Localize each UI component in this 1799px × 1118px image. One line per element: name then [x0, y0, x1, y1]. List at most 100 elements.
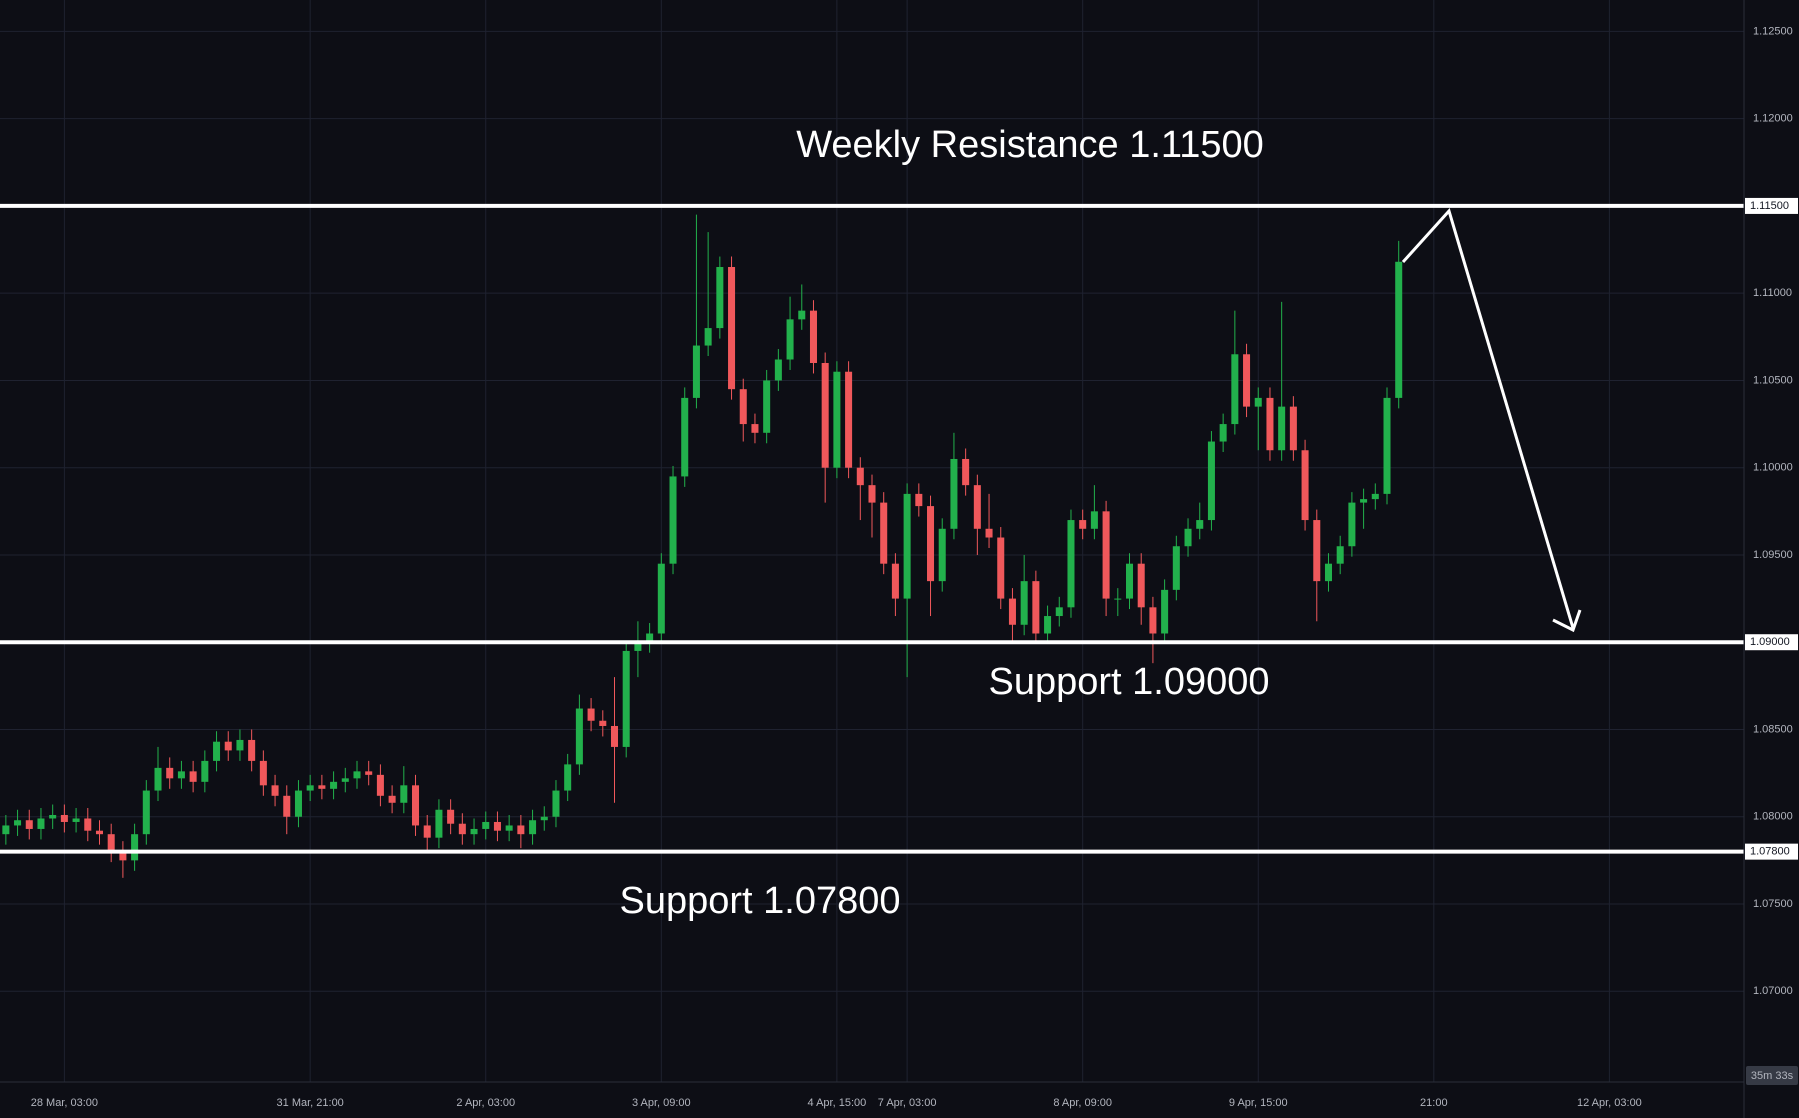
candle-body: [283, 795, 291, 817]
arrow-head: [1552, 609, 1582, 633]
level-price-label: 1.07800: [1750, 846, 1790, 858]
candle-body: [798, 310, 806, 320]
candle-body: [14, 820, 22, 826]
candle-body: [1114, 598, 1122, 600]
candle-body: [1231, 354, 1239, 425]
candle-body: [107, 834, 115, 852]
candle-body: [1219, 424, 1227, 442]
candle-body: [166, 767, 174, 779]
y-tick-label: 1.07000: [1753, 985, 1793, 997]
candle-body: [60, 814, 68, 822]
candle-body: [517, 825, 525, 835]
candle-body: [1067, 520, 1075, 608]
candle-body: [142, 790, 150, 835]
candle-body: [177, 771, 185, 779]
y-tick-label: 1.10500: [1753, 374, 1793, 386]
candle-body: [505, 825, 513, 831]
candle-body: [236, 739, 244, 751]
candle-body: [786, 319, 794, 360]
y-tick-label: 1.08000: [1753, 811, 1793, 823]
candle-body: [271, 785, 279, 796]
candle-body: [1008, 598, 1016, 625]
candle-body: [365, 771, 373, 775]
candle-body: [938, 528, 946, 582]
resistance-annotation: Weekly Resistance 1.11500: [796, 124, 1264, 166]
level-price-box: [1745, 843, 1798, 860]
candle-body: [224, 741, 232, 751]
candle-body: [1149, 607, 1157, 634]
candle-body: [1243, 354, 1251, 407]
candle-body: [903, 493, 911, 599]
candle-body: [985, 528, 993, 538]
grid: [0, 0, 1744, 1082]
x-tick-label: 21:00: [1420, 1097, 1448, 1109]
candle-body: [435, 809, 443, 838]
candle-body: [564, 764, 572, 791]
candle-body: [423, 825, 431, 838]
candle-body: [891, 563, 899, 599]
candle-body: [72, 818, 80, 822]
candle-body: [1137, 563, 1145, 608]
candle-body: [997, 537, 1005, 599]
candle-body: [739, 389, 747, 425]
support-annotation: Support 1.07800: [619, 880, 900, 922]
candle-body: [610, 725, 619, 747]
candle-body: [1324, 563, 1332, 582]
candle-body: [856, 467, 864, 486]
candle-body: [412, 785, 420, 826]
candle-body: [1336, 546, 1344, 564]
candle-body: [259, 760, 267, 786]
candle-body: [154, 767, 162, 791]
candle-body: [1125, 563, 1134, 599]
candle-body: [763, 380, 771, 433]
x-tick-label: 31 Mar, 21:00: [277, 1097, 344, 1109]
candle-body: [599, 720, 607, 726]
support-annotation: Support 1.09000: [988, 661, 1269, 703]
candle-body: [809, 310, 817, 363]
candle-body: [119, 851, 127, 861]
candle-body: [1278, 406, 1286, 451]
candle-body: [84, 818, 92, 831]
candle-body: [681, 397, 689, 477]
candle-body: [915, 493, 923, 507]
candle-body: [201, 760, 209, 782]
candle-body: [529, 820, 537, 835]
candle-body: [294, 790, 302, 817]
candles: [2, 214, 1403, 878]
candle-body: [634, 642, 642, 651]
candle-body: [1254, 397, 1262, 407]
candle-body: [1360, 499, 1368, 503]
y-tick-label: 1.07500: [1753, 898, 1793, 910]
x-tick-label: 4 Apr, 15:00: [808, 1097, 867, 1109]
candle-body: [716, 267, 724, 329]
candle-body: [213, 741, 221, 761]
candle-body: [1079, 520, 1087, 529]
candle-body: [1266, 397, 1274, 451]
candle-body: [845, 371, 853, 468]
candle-body: [973, 485, 981, 529]
candle-body: [728, 267, 736, 390]
candle-body: [704, 328, 712, 346]
y-tick-label: 1.12000: [1753, 113, 1793, 125]
candle-body: [1020, 581, 1028, 625]
x-tick-label: 3 Apr, 09:00: [632, 1097, 691, 1109]
candle-body: [880, 502, 888, 564]
candle-body: [470, 828, 478, 835]
level-price-box: [1745, 634, 1798, 651]
candle-body: [482, 821, 490, 829]
candle-body: [774, 359, 782, 381]
y-tick-label: 1.12500: [1753, 25, 1793, 37]
x-tick-label: 12 Apr, 03:00: [1577, 1097, 1642, 1109]
candle-body: [95, 830, 104, 835]
level-price-label: 1.09000: [1750, 636, 1790, 648]
candle-body: [1348, 502, 1356, 547]
candle-body: [1383, 397, 1391, 494]
projection-arrow: [1401, 208, 1575, 629]
level-price-label: 1.11500: [1750, 200, 1789, 212]
levels: 1.11500 1.09000 1.07800: [0, 197, 1798, 860]
countdown-box: [1746, 1066, 1798, 1085]
x-tick-label: 2 Apr, 03:00: [456, 1097, 515, 1109]
candle-body: [330, 781, 338, 789]
